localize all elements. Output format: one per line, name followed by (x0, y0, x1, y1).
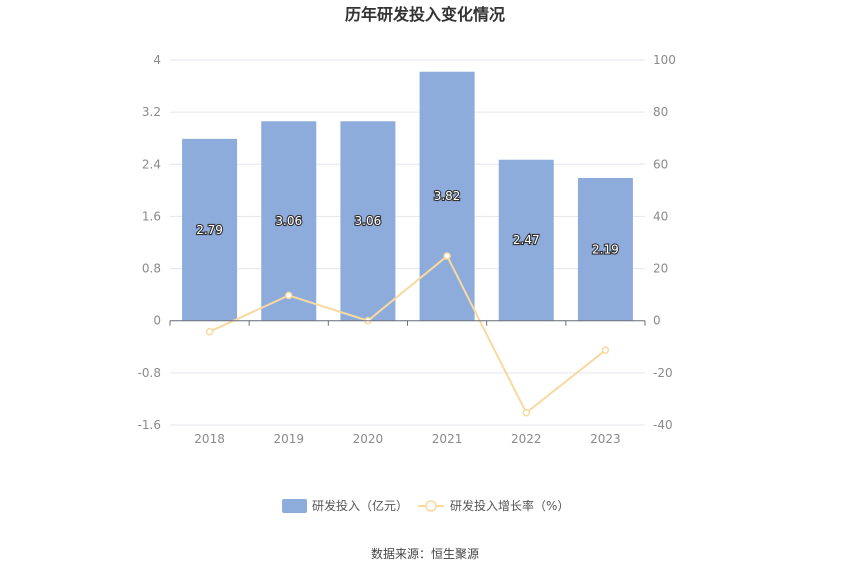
bar-data-label: 2.79 (196, 223, 223, 237)
x-tick-label: 2021 (432, 432, 463, 446)
bar (261, 121, 317, 321)
bar (498, 159, 554, 321)
growth-point (285, 291, 293, 300)
chart-title: 历年研发投入变化情况 (345, 5, 505, 24)
left-tick-label: 4 (153, 53, 161, 67)
growth-point (601, 346, 610, 354)
x-tick-label: 2020 (353, 432, 384, 446)
grid-lines (170, 59, 645, 426)
bar (340, 121, 396, 321)
right-axis-ticks: -40 -20 0 20 40 60 80 100 (653, 53, 676, 432)
legend-bar-label: 研发投入（亿元） (312, 498, 408, 513)
bar (182, 138, 238, 321)
left-tick-label: 3.2 (142, 105, 161, 119)
legend-line-label: 研发投入增长率（%） (450, 498, 569, 513)
bar-series (182, 71, 633, 321)
bar (577, 177, 633, 321)
left-tick-label: 0.8 (142, 262, 161, 276)
bar-data-label: 3.06 (355, 214, 382, 228)
growth-point (443, 252, 451, 260)
right-tick-label: 100 (653, 53, 676, 67)
bar-data-label: 2.47 (513, 233, 540, 247)
bar-data-label: 3.82 (434, 189, 461, 203)
right-tick-label: -20 (653, 366, 673, 380)
right-tick-label: 40 (653, 209, 668, 223)
left-tick-label: 2.4 (142, 157, 161, 171)
bar-data-labels: 2.79 3.06 3.06 3.82 2.47 2.19 (195, 188, 620, 257)
legend-line-marker (425, 500, 437, 512)
bar (419, 71, 475, 321)
right-tick-label: 60 (653, 157, 668, 171)
growth-point (205, 327, 214, 336)
right-tick-label: 0 (653, 314, 661, 328)
right-tick-label: -40 (653, 418, 673, 432)
left-tick-label: 0 (153, 314, 161, 328)
x-tick-label: 2018 (194, 432, 225, 446)
x-tick-label: 2019 (273, 432, 304, 446)
legend: 研发投入（亿元） 研发投入增长率（%） (282, 498, 569, 513)
x-axis-ticks: 2018 2019 2020 2021 2022 2023 (169, 320, 646, 446)
left-tick-label: -0.8 (138, 366, 161, 380)
x-tick-label: 2023 (590, 432, 621, 446)
left-tick-label: -1.6 (138, 418, 161, 432)
legend-bar-swatch (282, 499, 307, 513)
source-note: 数据来源：恒生聚源 (371, 546, 479, 561)
right-tick-label: 20 (653, 262, 668, 276)
left-tick-label: 1.6 (142, 209, 161, 223)
growth-point (522, 408, 530, 417)
line-series (205, 252, 610, 417)
x-tick-label: 2022 (511, 432, 542, 446)
bar-data-label: 3.06 (275, 214, 302, 228)
left-axis-ticks: -1.6 -0.8 0 0.8 1.6 2.4 3.2 4 (138, 53, 161, 432)
bar-data-label: 2.19 (592, 242, 619, 256)
growth-line (209, 254, 607, 415)
right-tick-label: 80 (653, 105, 668, 119)
